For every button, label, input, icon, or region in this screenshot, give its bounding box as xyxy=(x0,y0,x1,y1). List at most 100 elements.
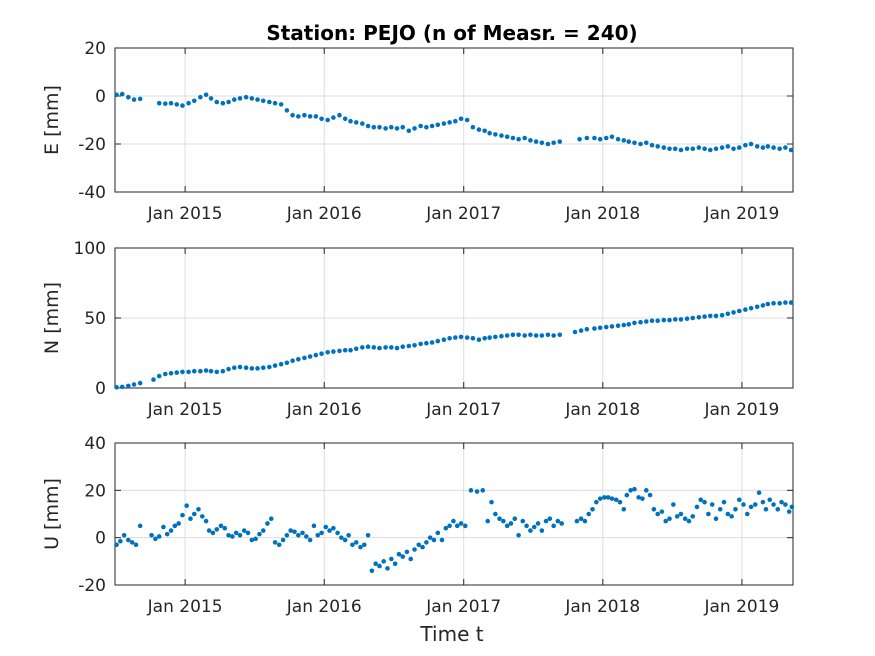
data-point xyxy=(424,340,429,346)
data-point xyxy=(365,344,371,350)
data-point xyxy=(300,530,305,536)
data-point xyxy=(131,97,137,102)
data-point xyxy=(464,335,470,340)
data-point xyxy=(522,135,527,141)
y-tick-label: -20 xyxy=(78,135,106,155)
data-point xyxy=(371,345,377,350)
data-point xyxy=(435,530,441,536)
data-point xyxy=(377,345,382,351)
data-point xyxy=(196,506,201,512)
data-point xyxy=(748,141,754,147)
data-point xyxy=(348,347,353,353)
data-point xyxy=(220,368,226,374)
data-point xyxy=(531,524,537,530)
data-point xyxy=(231,97,237,102)
data-point xyxy=(744,511,750,517)
data-point xyxy=(241,528,247,533)
x-tick-label: Jan 2017 xyxy=(425,204,501,224)
data-point xyxy=(667,516,672,522)
data-point xyxy=(296,357,301,362)
data-point xyxy=(626,322,632,327)
data-point xyxy=(783,300,788,305)
data-point xyxy=(313,352,319,358)
data-point xyxy=(594,499,599,505)
data-point xyxy=(198,94,203,100)
data-point xyxy=(516,136,521,142)
data-point xyxy=(137,96,143,102)
data-point xyxy=(249,366,255,371)
y-tick-label: 20 xyxy=(84,39,106,59)
data-point xyxy=(674,514,680,519)
data-point xyxy=(180,369,185,375)
data-point xyxy=(416,542,422,548)
data-point xyxy=(489,499,494,505)
data-point xyxy=(783,502,788,507)
data-point xyxy=(626,139,632,144)
data-point xyxy=(458,521,464,526)
data-point xyxy=(621,138,627,143)
data-point xyxy=(392,561,398,566)
data-point xyxy=(161,524,166,530)
data-point xyxy=(278,102,284,107)
y-tick-label: 100 xyxy=(74,239,106,259)
data-point xyxy=(574,518,580,524)
data-point xyxy=(199,514,205,519)
data-point xyxy=(371,124,377,130)
data-point xyxy=(191,368,197,374)
data-point xyxy=(557,139,563,144)
data-point xyxy=(545,141,551,147)
data-point xyxy=(133,542,139,548)
data-point xyxy=(760,145,766,150)
data-point xyxy=(377,124,382,130)
data-point xyxy=(435,338,441,344)
data-point xyxy=(788,300,794,305)
data-point xyxy=(319,351,324,357)
data-point xyxy=(713,146,719,152)
data-point xyxy=(214,99,220,105)
data-point xyxy=(533,333,539,338)
data-point xyxy=(725,311,731,317)
data-point xyxy=(208,368,214,374)
data-point xyxy=(702,146,707,152)
data-point xyxy=(206,528,212,533)
data-point xyxy=(504,523,510,529)
data-point xyxy=(307,537,313,543)
data-point xyxy=(522,333,527,338)
data-point xyxy=(572,329,578,335)
data-point xyxy=(188,516,193,522)
data-point xyxy=(605,495,611,500)
x-tick-label: Jan 2015 xyxy=(147,204,223,224)
data-point xyxy=(603,135,609,141)
data-point xyxy=(365,533,371,538)
data-point xyxy=(462,523,468,529)
data-point xyxy=(307,354,313,359)
data-point xyxy=(319,116,324,122)
data-point xyxy=(741,502,746,507)
data-point xyxy=(210,530,216,536)
data-point xyxy=(339,535,344,540)
data-point xyxy=(584,135,590,141)
y-tick-label: 40 xyxy=(84,434,106,454)
data-point xyxy=(453,335,458,340)
data-point xyxy=(729,514,734,519)
data-point xyxy=(493,334,498,340)
data-point xyxy=(168,371,174,376)
data-point xyxy=(504,134,510,140)
data-point xyxy=(559,521,564,526)
data-point xyxy=(267,364,272,370)
data-point xyxy=(545,332,551,338)
data-point xyxy=(632,320,637,326)
data-point xyxy=(684,316,690,322)
data-point xyxy=(126,537,131,543)
data-point xyxy=(429,340,435,345)
data-point xyxy=(771,502,776,507)
data-point xyxy=(516,332,521,338)
data-point xyxy=(296,533,301,538)
data-point xyxy=(203,368,209,373)
data-point xyxy=(151,377,156,382)
data-point xyxy=(624,492,630,498)
panel-u: Jan 2015 Jan 2016 Jan 2017 Jan 2018 Jan 2019… xyxy=(41,434,795,617)
data-point xyxy=(578,516,584,522)
data-point xyxy=(643,488,649,493)
x-tick-label: Jan 2019 xyxy=(703,400,779,420)
